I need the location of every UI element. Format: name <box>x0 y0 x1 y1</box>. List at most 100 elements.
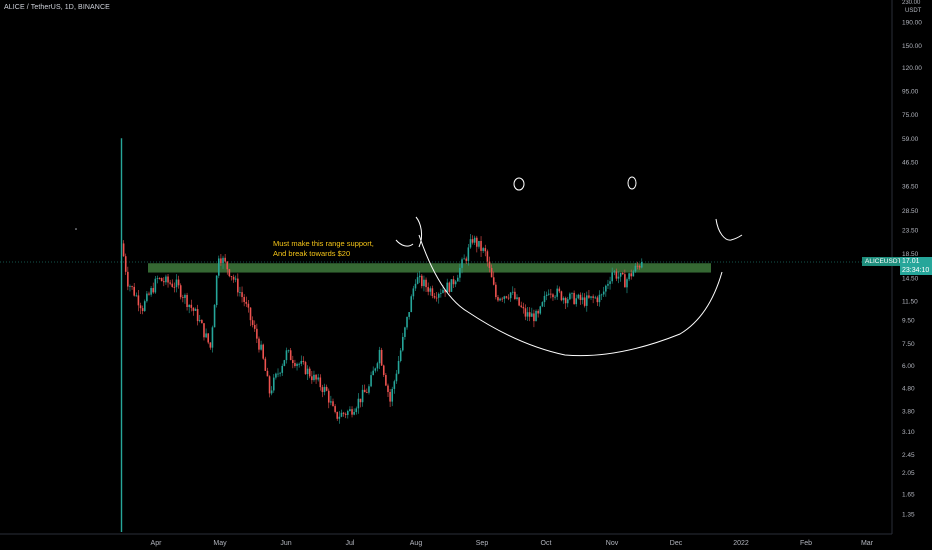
candle-body <box>393 381 396 389</box>
candle-body <box>190 304 193 308</box>
candle-body <box>340 412 343 417</box>
candle-body <box>194 309 197 311</box>
candle-body <box>518 297 520 306</box>
candle-body <box>454 281 457 285</box>
candle-body <box>264 358 267 371</box>
candle-body <box>433 296 436 298</box>
candle-body <box>275 373 277 378</box>
candle-body <box>558 288 561 292</box>
candle-body <box>389 392 391 402</box>
y-tick-label: 11.50 <box>902 298 918 305</box>
candle-body <box>251 320 254 325</box>
candle-body <box>484 248 487 252</box>
candle-body <box>137 295 140 306</box>
candle-body <box>492 277 495 285</box>
candle-body <box>596 297 599 303</box>
candle-body <box>471 239 474 243</box>
candle-body <box>247 303 250 308</box>
candle-body <box>499 298 501 301</box>
candle-body <box>226 261 229 270</box>
candle-body <box>514 291 516 299</box>
candle-body <box>363 389 366 393</box>
candle-body <box>543 295 546 303</box>
y-tick-label: 4.80 <box>902 385 915 392</box>
candle-body <box>590 296 592 298</box>
candle-body <box>270 390 273 394</box>
candle-body <box>201 320 203 324</box>
candle-body <box>421 275 423 287</box>
candle-body <box>380 349 383 366</box>
candle-body <box>220 258 222 264</box>
y-tick-label: 2.05 <box>902 470 915 477</box>
candle-body <box>325 386 328 391</box>
candle-body <box>203 323 205 338</box>
candle-body <box>594 297 597 299</box>
candle-body <box>152 288 155 293</box>
candle-body <box>167 276 169 283</box>
candle-body <box>277 373 279 375</box>
cursor-dot <box>75 228 77 230</box>
candle-body <box>198 320 201 322</box>
candle-body <box>509 292 512 299</box>
y-tick-label: 59.00 <box>902 136 919 143</box>
candle-body <box>450 279 453 292</box>
candle-body <box>296 363 298 367</box>
candle-body <box>141 308 144 311</box>
candle-body <box>217 258 220 276</box>
y-tick-label: 3.80 <box>902 409 915 416</box>
candle-body <box>611 272 613 282</box>
candle-body <box>169 282 171 284</box>
candle-body <box>526 312 529 317</box>
candles-layer <box>120 138 643 532</box>
candle-body <box>547 293 550 295</box>
candle-body <box>586 295 588 306</box>
candle-body <box>239 292 241 293</box>
candle-body <box>285 350 288 361</box>
candle-body <box>298 363 300 365</box>
candle-body <box>283 360 286 366</box>
candle-body <box>429 288 432 292</box>
candle-body <box>444 290 446 293</box>
candle-body <box>370 375 372 387</box>
candle-body <box>148 293 150 295</box>
candle-body <box>302 360 305 363</box>
candle-body <box>463 258 465 260</box>
candle-body <box>382 365 385 375</box>
candle-body <box>213 305 216 328</box>
candle-body <box>304 362 307 375</box>
candle-body <box>344 413 347 415</box>
candle-body <box>412 288 415 297</box>
candle-body <box>332 401 334 407</box>
note-line-1: Must make this range support, <box>273 239 374 248</box>
note-line-2: And break towards $20 <box>273 249 350 258</box>
candle-body <box>351 409 353 415</box>
candle-body <box>605 285 607 292</box>
symbol-title[interactable]: ALICE / TetherUS, 1D, BINANCE <box>4 4 110 11</box>
candle-body <box>406 316 408 328</box>
candle-body <box>539 306 542 314</box>
candle-body <box>533 313 535 322</box>
candle-body <box>177 279 180 286</box>
candle-body <box>188 304 190 307</box>
candle-body <box>399 350 402 362</box>
candle-body <box>636 265 639 267</box>
candle-body <box>501 298 503 300</box>
candle-body <box>311 376 313 381</box>
candle-body <box>505 296 508 298</box>
candle-body <box>556 288 558 297</box>
candle-body <box>156 278 159 279</box>
candle-body <box>313 374 315 381</box>
candle-body <box>569 293 571 300</box>
candle-body <box>613 271 616 273</box>
candle-body <box>602 291 605 295</box>
left-brow-drawing <box>395 239 414 247</box>
candle-body <box>478 240 480 247</box>
candle-body <box>414 283 417 289</box>
candle-body <box>626 279 628 288</box>
y-tick-label: 18.50 <box>902 251 919 258</box>
candle-body <box>404 327 406 337</box>
candle-body <box>446 282 449 293</box>
candle-body <box>488 261 491 268</box>
